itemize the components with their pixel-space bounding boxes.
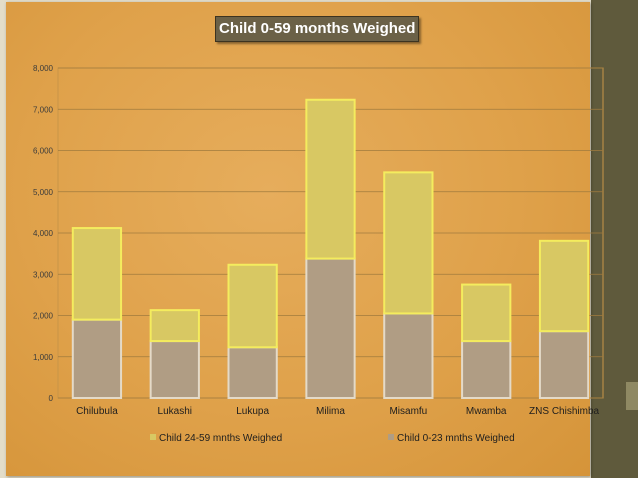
bar-0-23-months: [461, 340, 512, 400]
bar-24-59-months: [461, 283, 512, 343]
y-tick-label: 5,000: [33, 188, 54, 197]
bar-24-59-months: [538, 239, 590, 333]
x-tick-label: Chilubula: [76, 406, 118, 417]
legend-label: Child 24-59 mnths Weighed: [159, 433, 282, 444]
bar-24-59-months: [305, 98, 356, 260]
side-notch: [626, 382, 638, 410]
legend-swatch: [150, 434, 156, 440]
bar-0-23-months: [305, 257, 356, 400]
bar-0-23-months: [227, 346, 278, 400]
legend-label: Child 0-23 mnths Weighed: [397, 433, 515, 444]
y-tick-label: 1,000: [33, 353, 54, 362]
x-tick-label: Misamfu: [389, 406, 427, 417]
y-tick-label: 0: [49, 394, 54, 403]
bar-0-23-months: [149, 340, 200, 400]
legend-swatch: [388, 434, 394, 440]
y-tick-label: 8,000: [33, 64, 54, 73]
bar-24-59-months: [71, 227, 123, 321]
bar-0-23-months: [71, 318, 123, 399]
chart-title: Child 0-59 months Weighed: [215, 16, 420, 42]
bar-24-59-months: [149, 309, 200, 343]
x-tick-label: ZNS Chishimba: [529, 406, 599, 417]
y-tick-label: 6,000: [33, 147, 54, 156]
y-tick-label: 7,000: [33, 105, 54, 114]
bar-24-59-months: [383, 171, 434, 315]
x-tick-label: Lukashi: [158, 406, 192, 417]
bar-24-59-months: [227, 263, 278, 349]
x-tick-label: Mwamba: [466, 406, 507, 417]
y-tick-label: 4,000: [33, 229, 54, 238]
x-tick-label: Lukupa: [236, 406, 269, 417]
bar-0-23-months: [383, 312, 434, 399]
y-tick-label: 3,000: [33, 270, 54, 279]
x-tick-label: Milima: [316, 406, 345, 417]
bar-0-23-months: [538, 330, 590, 399]
y-tick-label: 2,000: [33, 312, 54, 321]
